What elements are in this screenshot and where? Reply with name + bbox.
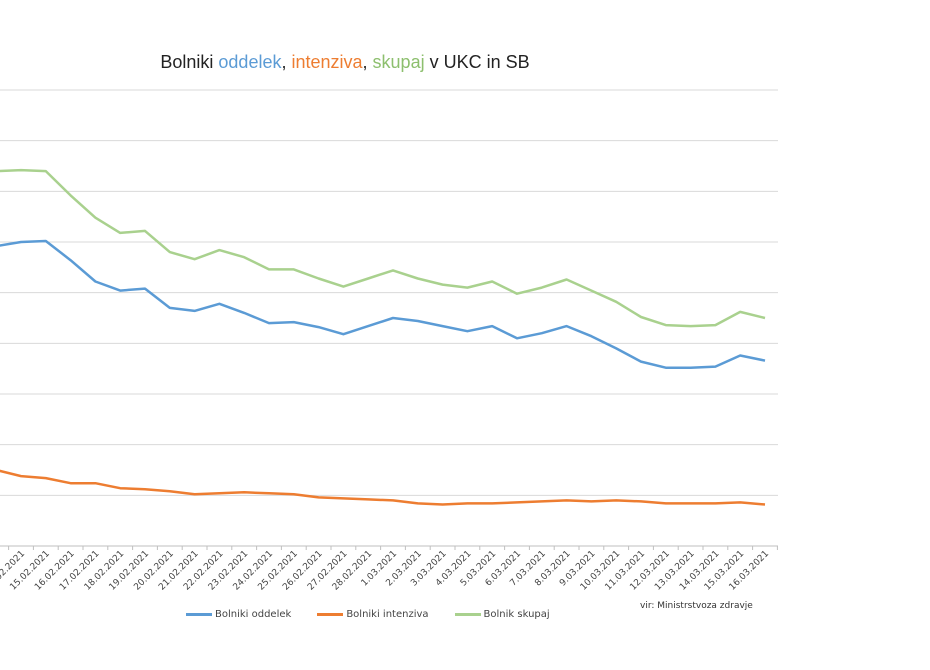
title-text: Bolniki [160,52,219,72]
series-line-1 [0,469,766,506]
legend-item-intenziva: Bolniki intenziva [317,609,429,620]
legend-label: Bolnik skupaj [483,609,550,620]
title-sep: , [281,52,292,72]
title-skupaj: skupaj [372,52,425,72]
title-sep: , [362,52,373,72]
series-line-0 [0,239,766,369]
legend-item-skupaj: Bolnik skupaj [454,609,550,620]
legend-label: Bolniki intenziva [346,609,429,620]
series-line-2 [0,168,766,328]
title-oddelek: oddelek [218,52,282,72]
legend: Bolniki oddelek Bolniki intenziva Bolnik… [186,609,550,620]
title-intenziva: intenziva [291,52,363,72]
title-rest: v UKC in SB [424,52,530,72]
source-note: vir: Ministrstvoza zdravje [640,601,753,611]
legend-swatch [317,613,344,616]
legend-swatch [454,613,481,616]
legend-swatch [186,613,212,616]
chart-title: Bolniki oddelek, intenziva, skupaj v UKC… [0,52,690,73]
legend-item-oddelek: Bolniki oddelek [186,609,291,620]
legend-label: Bolniki oddelek [215,609,292,620]
